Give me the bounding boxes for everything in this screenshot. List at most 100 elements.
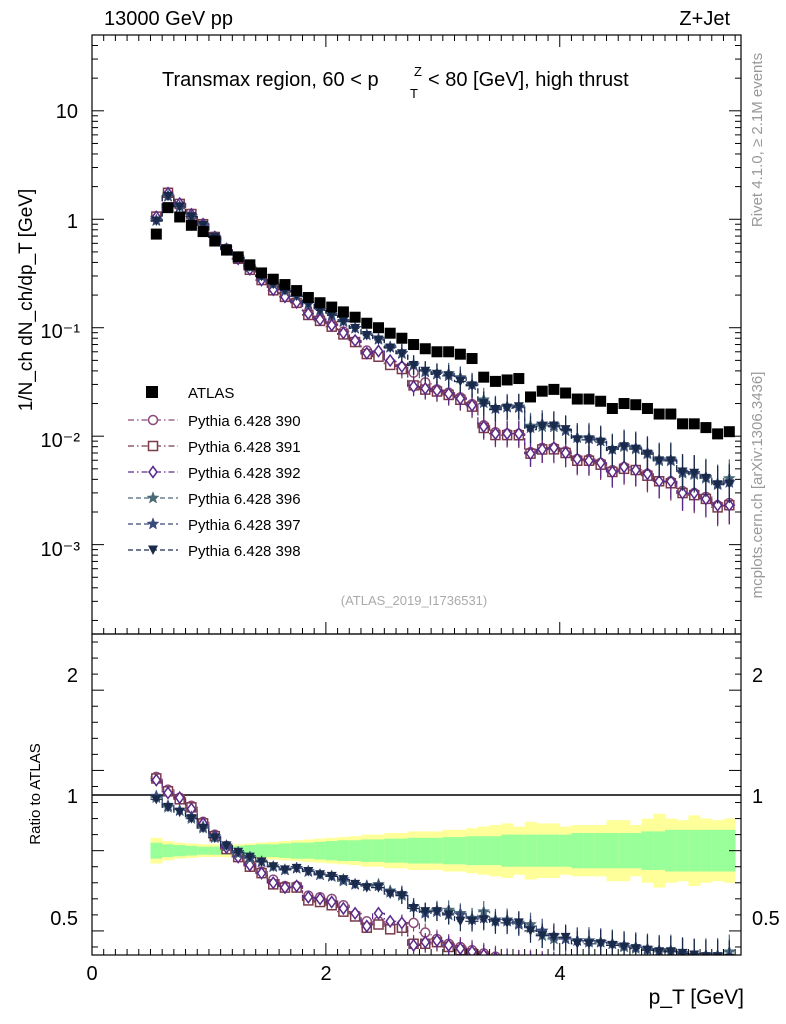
legend: ATLAS Pythia 6.428 390 Pythia 6.428 391 … — [128, 385, 301, 560]
atlas-point — [396, 332, 408, 344]
ratio-5-point — [595, 939, 606, 949]
ratio-2-point — [385, 914, 396, 929]
plot-title: Transmax region, 60 < p Z T < 80 [GeV], … — [162, 64, 629, 101]
legend-marker-atlas — [146, 386, 158, 398]
atlas-point — [583, 393, 595, 405]
atlas-point — [443, 346, 455, 358]
series-5-point — [607, 445, 618, 456]
series-5-point — [537, 422, 548, 432]
ratio-5-point — [396, 891, 407, 901]
ratio-5-point — [502, 918, 513, 928]
atlas-point — [641, 402, 653, 414]
ratio-0-point — [678, 968, 687, 977]
band-inner — [185, 845, 198, 856]
band-inner — [536, 834, 549, 867]
ratio-2-point — [478, 948, 489, 955]
atlas-point — [571, 393, 583, 405]
ratio-5-point — [233, 847, 244, 858]
ratio-1-point — [690, 971, 699, 980]
ratio-0-point — [666, 968, 675, 977]
series-5-point — [408, 361, 419, 371]
ratio-uncertainty-bands — [150, 813, 736, 888]
series-2-point — [595, 456, 606, 470]
energy-label: 13000 GeV pp — [104, 8, 233, 30]
ratio-5-point — [279, 865, 290, 875]
ratio-1-point — [584, 963, 593, 972]
ratio-2-point — [655, 967, 663, 978]
series-5-point — [677, 467, 688, 477]
ratio-ytick-label-2-right: 2 — [752, 665, 763, 687]
ratio-2-point — [408, 938, 419, 953]
band-inner — [676, 829, 689, 872]
band-inner — [711, 829, 724, 872]
series-5-point — [315, 305, 326, 316]
series-5-point — [724, 479, 735, 489]
ratio-2-point — [725, 972, 733, 983]
ratio-5-point — [689, 950, 700, 955]
ratio-5-point — [291, 863, 302, 874]
atlas-point — [174, 211, 186, 223]
series-2-point — [303, 306, 314, 321]
series-2-point — [700, 492, 711, 506]
atlas-point — [525, 391, 537, 403]
ratio-2-point — [597, 962, 605, 973]
x-axis-label: p_T [GeV] — [649, 986, 744, 1009]
series-5-point — [478, 399, 489, 409]
band-inner — [477, 836, 490, 866]
ratio-1-point — [608, 965, 617, 974]
ratio-5-point — [642, 945, 653, 955]
ratio-1-point — [655, 968, 664, 977]
ratio-1-point — [514, 959, 523, 968]
band-inner — [162, 844, 175, 858]
band-inner — [524, 834, 537, 867]
atlas-point — [700, 422, 712, 434]
process-label: Z+Jet — [679, 8, 730, 30]
series-5-point — [513, 402, 524, 412]
band-inner — [407, 837, 420, 864]
ratio-2-point — [291, 879, 302, 893]
atlas-point — [618, 398, 630, 410]
band-inner — [290, 842, 303, 859]
ratio-5-point — [583, 939, 594, 949]
atlas-point — [349, 311, 361, 323]
series-2-point — [350, 333, 361, 348]
atlas-point — [232, 251, 244, 263]
ratio-5-point — [712, 952, 723, 955]
series-2-point — [665, 474, 676, 489]
atlas-point — [489, 375, 501, 387]
ytick-label-0.1: 10⁻¹ — [41, 321, 81, 343]
series-5-point — [373, 335, 384, 346]
ratio-0-point — [514, 957, 523, 966]
series-2-point — [432, 383, 442, 398]
ratio-1-point — [666, 970, 675, 979]
atlas-point — [244, 259, 256, 271]
band-inner — [279, 843, 292, 858]
ratio-5-point — [151, 794, 162, 805]
series-5-point — [583, 435, 594, 445]
ratio-ytick-label-1-right: 1 — [752, 786, 763, 808]
series-2-point — [560, 446, 571, 460]
series-5-point — [361, 331, 372, 341]
ratio-ytick-label-0.5-right: 0.5 — [752, 908, 780, 930]
band-inner — [466, 836, 479, 866]
ratio-1-point — [503, 957, 512, 966]
series-5-point — [689, 468, 700, 479]
band-inner — [700, 829, 713, 872]
ytick-label-1: 1 — [67, 211, 78, 233]
ratio-5-point — [373, 883, 384, 893]
ratio-2-point — [443, 938, 454, 953]
legend-label-391: Pythia 6.428 391 — [188, 439, 301, 456]
atlas-point — [501, 374, 513, 386]
atlas-data-layer — [150, 202, 735, 440]
series-2-point — [385, 353, 396, 368]
ratio-5-point — [198, 823, 209, 834]
ratio-2-point — [326, 895, 337, 909]
xtick-label-2: 2 — [320, 963, 331, 985]
legend-label-396: Pythia 6.428 396 — [188, 491, 301, 508]
band-inner — [653, 831, 666, 870]
band-inner — [150, 842, 163, 859]
ratio-5-point — [654, 947, 665, 955]
title-main: Transmax region, 60 < p — [162, 69, 379, 91]
ratio-1-point — [678, 970, 687, 979]
ratio-5-point — [607, 940, 618, 951]
